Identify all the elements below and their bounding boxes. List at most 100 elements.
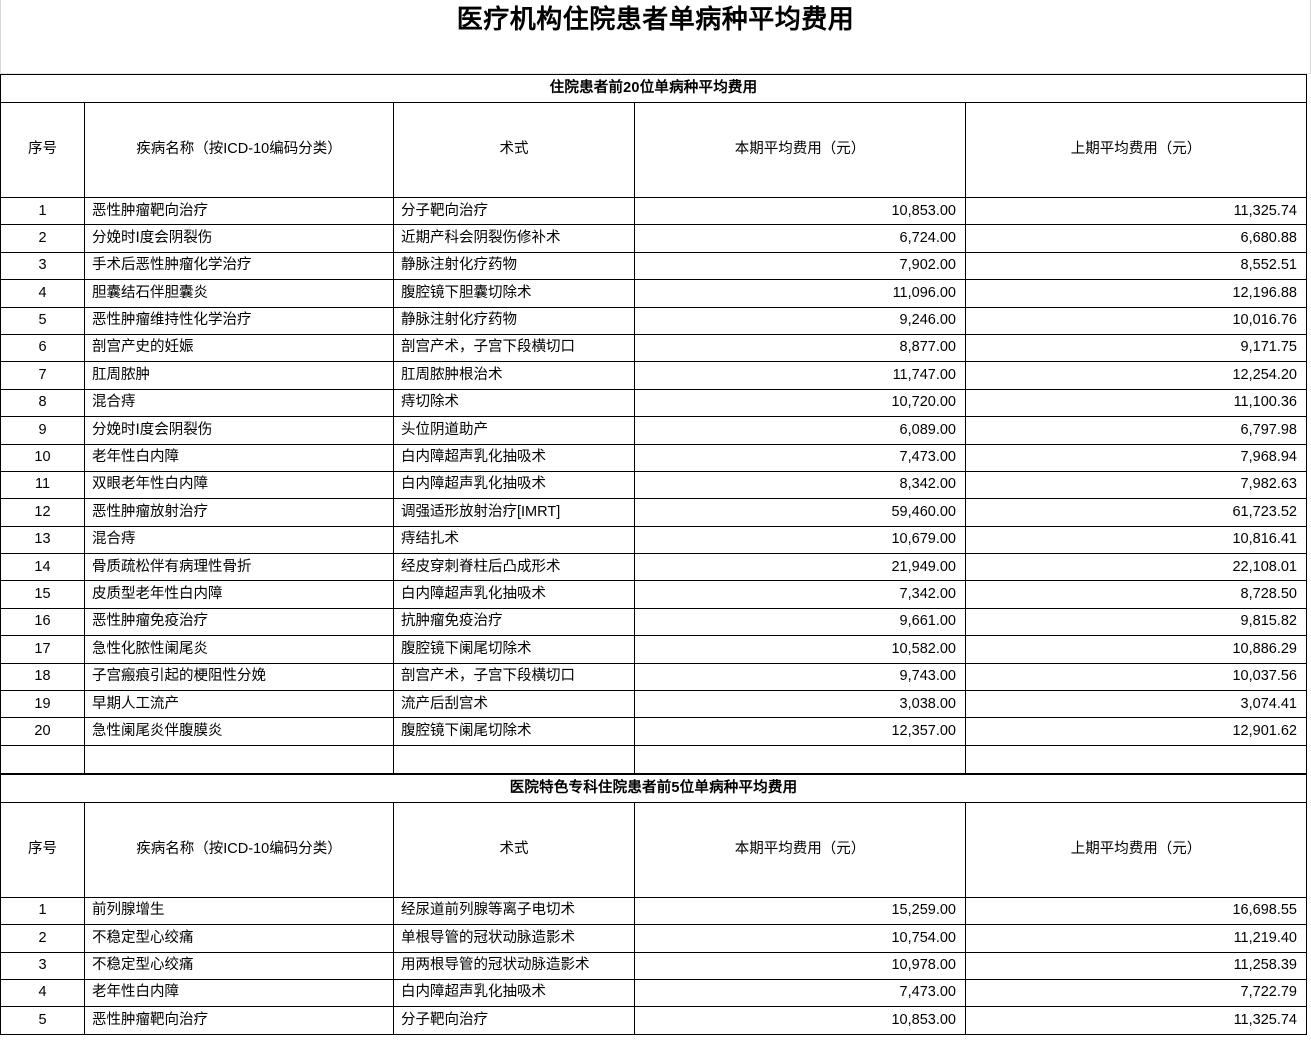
- title-spacer: [0, 38, 1311, 74]
- cell-previous: 6,680.88: [965, 224, 1307, 253]
- table-row-blank: [0, 744, 1307, 774]
- cell-previous: 11,325.74: [965, 1006, 1307, 1035]
- cell-disease: 手术后恶性肿瘤化学治疗: [84, 251, 394, 281]
- cell-no: 5: [0, 306, 85, 335]
- cell-disease: 骨质疏松伴有病理性骨折: [84, 553, 394, 582]
- cell-procedure: 剖宫产术，子宫下段横切口: [393, 333, 635, 363]
- cell-disease: 胆囊结石伴胆囊炎: [84, 279, 394, 308]
- cell-previous: 11,100.36: [965, 388, 1307, 418]
- column-header-current: 本期平均费用（元）: [634, 102, 966, 198]
- cell-procedure: 流产后刮宫术: [393, 690, 635, 719]
- cell-disease: 不稳定型心绞痛: [84, 951, 394, 980]
- cell-disease: 老年性白内障: [84, 443, 394, 472]
- table-row: 5 恶性肿瘤靶向治疗 分子靶向治疗 10,853.00 11,325.74: [0, 1006, 1307, 1035]
- cell-current: 21,949.00: [634, 553, 966, 582]
- cell-disease: 分娩时Ⅰ度会阴裂伤: [84, 416, 394, 445]
- cell-procedure: 头位阴道助产: [393, 416, 635, 445]
- cell-disease: 恶性肿瘤放射治疗: [84, 498, 394, 527]
- cell-no: [0, 744, 85, 774]
- cell-previous: 7,722.79: [965, 978, 1307, 1008]
- cell-previous: 10,886.29: [965, 635, 1307, 664]
- cell-current: 12,357.00: [634, 717, 966, 746]
- cell-previous: 12,901.62: [965, 717, 1307, 746]
- cell-no: 2: [0, 224, 85, 253]
- column-header-previous: 上期平均费用（元）: [965, 801, 1307, 898]
- cell-current: 8,342.00: [634, 470, 966, 500]
- cell-previous: 6,797.98: [965, 416, 1307, 445]
- cell-disease: 老年性白内障: [84, 978, 394, 1008]
- table-row: 4 胆囊结石伴胆囊炎 腹腔镜下胆囊切除术 11,096.00 12,196.88: [0, 279, 1307, 308]
- cell-current: 15,259.00: [634, 896, 966, 926]
- table-row: 19 早期人工流产 流产后刮宫术 3,038.00 3,074.41: [0, 690, 1307, 719]
- table-row: 18 子宫瘢痕引起的梗阻性分娩 剖宫产术，子宫下段横切口 9,743.00 10,037…: [0, 662, 1307, 692]
- cell-procedure: 白内障超声乳化抽吸术: [393, 580, 635, 609]
- cell-procedure: 分子靶向治疗: [393, 1006, 635, 1035]
- cell-procedure: 白内障超声乳化抽吸术: [393, 470, 635, 500]
- cell-procedure: 腹腔镜下胆囊切除术: [393, 279, 635, 308]
- cell-current: 10,978.00: [634, 951, 966, 980]
- cell-no: 6: [0, 333, 85, 363]
- table-row: 9 分娩时Ⅰ度会阴裂伤 头位阴道助产 6,089.00 6,797.98: [0, 416, 1307, 445]
- cell-current: [634, 744, 966, 774]
- cell-no: 4: [0, 279, 85, 308]
- table-row: 2 分娩时Ⅰ度会阴裂伤 近期产科会阴裂伤修补术 6,724.00 6,680.88: [0, 224, 1307, 253]
- table-row: 3 不稳定型心绞痛 用两根导管的冠状动脉造影术 10,978.00 11,258.39: [0, 951, 1307, 980]
- cell-no: 2: [0, 924, 85, 953]
- table-row: 14 骨质疏松伴有病理性骨折 经皮穿刺脊柱后凸成形术 21,949.00 22,108.…: [0, 553, 1307, 582]
- column-header-previous: 上期平均费用（元）: [965, 102, 1307, 198]
- cell-disease: 恶性肿瘤靶向治疗: [84, 1006, 394, 1035]
- cell-disease: 混合痔: [84, 525, 394, 555]
- cell-disease: 恶性肿瘤免疫治疗: [84, 607, 394, 637]
- table-row: 1 恶性肿瘤靶向治疗 分子靶向治疗 10,853.00 11,325.74: [0, 196, 1307, 226]
- cell-previous: 3,074.41: [965, 690, 1307, 719]
- table-row: 6 剖宫产史的妊娠 剖宫产术，子宫下段横切口 8,877.00 9,171.75: [0, 333, 1307, 363]
- cell-procedure: 经尿道前列腺等离子电切术: [393, 896, 635, 926]
- cell-previous: 10,037.56: [965, 662, 1307, 692]
- table-row: 20 急性阑尾炎伴腹膜炎 腹腔镜下阑尾切除术 12,357.00 12,901.62: [0, 717, 1307, 746]
- column-header-no: 序号: [0, 801, 85, 898]
- cell-procedure: 静脉注射化疗药物: [393, 306, 635, 335]
- section-2-body: 医院特色专科住院患者前5位单病种平均费用 序号 疾病名称（按ICD-10编码分类…: [0, 773, 1307, 1035]
- cell-no: 14: [0, 553, 85, 582]
- table-row: 4 老年性白内障 白内障超声乳化抽吸术 7,473.00 7,722.79: [0, 978, 1307, 1008]
- section-1-header-row: 序号 疾病名称（按ICD-10编码分类） 术式 本期平均费用（元） 上期平均费用…: [0, 102, 1307, 198]
- cell-current: 7,902.00: [634, 251, 966, 281]
- cell-previous: 12,196.88: [965, 279, 1307, 308]
- table-row: 16 恶性肿瘤免疫治疗 抗肿瘤免疫治疗 9,661.00 9,815.82: [0, 607, 1307, 637]
- cell-previous: 11,219.40: [965, 924, 1307, 953]
- cell-current: 10,679.00: [634, 525, 966, 555]
- cell-previous: 12,254.20: [965, 361, 1307, 390]
- cell-current: 10,582.00: [634, 635, 966, 664]
- cell-disease: 急性阑尾炎伴腹膜炎: [84, 717, 394, 746]
- section-1-body: 住院患者前20位单病种平均费用 序号 疾病名称（按ICD-10编码分类） 术式 …: [0, 74, 1307, 774]
- column-header-disease: 疾病名称（按ICD-10编码分类）: [84, 102, 394, 198]
- cell-previous: 22,108.01: [965, 553, 1307, 582]
- table-row: 7 肛周脓肿 肛周脓肿根治术 11,747.00 12,254.20: [0, 361, 1307, 390]
- cell-disease: 前列腺增生: [84, 896, 394, 926]
- cell-no: 11: [0, 470, 85, 500]
- table-row: 8 混合痔 痔切除术 10,720.00 11,100.36: [0, 388, 1307, 418]
- cell-procedure: 白内障超声乳化抽吸术: [393, 978, 635, 1008]
- cell-no: 7: [0, 361, 85, 390]
- cell-disease: 剖宫产史的妊娠: [84, 333, 394, 363]
- cell-current: 6,089.00: [634, 416, 966, 445]
- cell-current: 7,473.00: [634, 978, 966, 1008]
- cell-procedure: 腹腔镜下阑尾切除术: [393, 635, 635, 664]
- cell-disease: 肛周脓肿: [84, 361, 394, 390]
- cell-disease: 皮质型老年性白内障: [84, 580, 394, 609]
- cell-procedure: 肛周脓肿根治术: [393, 361, 635, 390]
- cell-no: 15: [0, 580, 85, 609]
- cell-previous: 7,968.94: [965, 443, 1307, 472]
- cell-procedure: 抗肿瘤免疫治疗: [393, 607, 635, 637]
- cell-procedure: 腹腔镜下阑尾切除术: [393, 717, 635, 746]
- cell-previous: 10,016.76: [965, 306, 1307, 335]
- cell-no: 13: [0, 525, 85, 555]
- cell-previous: 8,728.50: [965, 580, 1307, 609]
- cell-no: 12: [0, 498, 85, 527]
- cell-disease: 恶性肿瘤靶向治疗: [84, 196, 394, 226]
- cell-previous: [965, 744, 1307, 774]
- column-header-disease: 疾病名称（按ICD-10编码分类）: [84, 801, 394, 898]
- cell-current: 10,720.00: [634, 388, 966, 418]
- cell-procedure: 近期产科会阴裂伤修补术: [393, 224, 635, 253]
- section-1-banner: 住院患者前20位单病种平均费用: [0, 74, 1307, 103]
